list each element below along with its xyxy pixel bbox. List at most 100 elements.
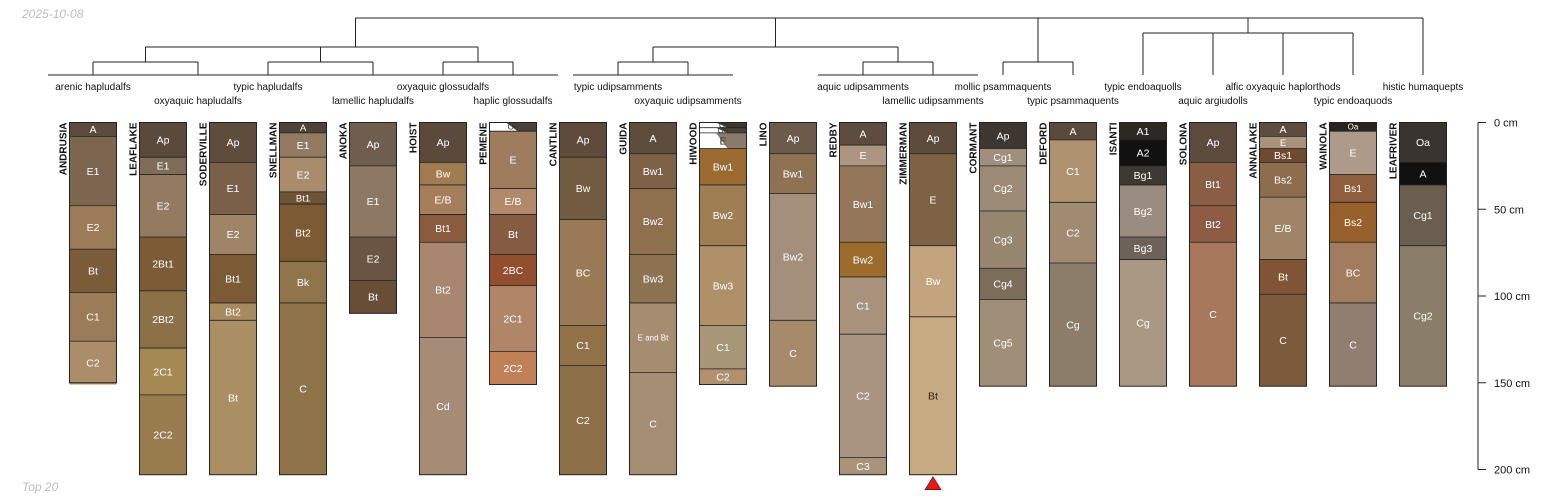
profile-cormant: Ap Cg1 Cg2 Cg3 Cg4 Cg5 CORMANT xyxy=(969,122,1027,387)
horizon-label: C3 xyxy=(856,461,870,473)
horizon: BC xyxy=(1329,241,1377,303)
profile-name: LINO xyxy=(759,122,770,146)
horizon-label: Bt2 xyxy=(435,285,451,297)
horizon-label: E1 xyxy=(87,166,100,178)
horizon: Cg xyxy=(1119,259,1167,387)
horizon: Ap xyxy=(349,122,397,166)
horizon-label: E xyxy=(1280,138,1286,149)
horizon-label: C xyxy=(649,418,657,430)
horizon-label: A xyxy=(859,129,866,141)
horizon-label: C1 xyxy=(86,312,100,324)
horizon-label: E/B xyxy=(435,194,452,206)
depth-tick-label: 200 cm xyxy=(1494,465,1530,477)
horizon-label: Bt1 xyxy=(225,273,241,285)
horizon: C2 xyxy=(699,368,747,385)
taxonomy-labels: arenic hapludalfs oxyaquic hapludalfs typi… xyxy=(55,82,1463,107)
horizon: Bw xyxy=(909,245,957,317)
horizon-label: Cg xyxy=(1066,319,1080,331)
horizon-label: A xyxy=(89,124,96,136)
horizon: Bw1 xyxy=(839,165,887,243)
horizon: Bw2 xyxy=(769,193,817,321)
horizon-label: C2 xyxy=(856,391,870,403)
horizon-label: C1 xyxy=(576,340,590,352)
horizon-label: Cg3 xyxy=(993,234,1012,246)
horizon-label: C xyxy=(299,384,307,396)
horizon-label: Ap xyxy=(1207,137,1220,149)
horizon-label: Cd xyxy=(436,401,450,413)
horizon-label: 2C2 xyxy=(503,363,522,375)
horizon: Bt1 xyxy=(1189,162,1237,206)
horizon: E1 xyxy=(139,156,187,175)
horizon: E xyxy=(489,130,537,189)
horizon: Bs2 xyxy=(1329,201,1377,243)
horizon-label: Bt2 xyxy=(225,306,241,318)
footer-label: Top 20 xyxy=(22,480,59,494)
taxon-label: typic psammaquents xyxy=(1027,96,1119,107)
horizon: C2 xyxy=(1049,201,1097,264)
profile-lino: Ap Bw1 Bw2 C LINO xyxy=(759,122,817,387)
horizon: A xyxy=(1399,162,1447,185)
horizon: E2 xyxy=(69,205,117,250)
horizon-label: C xyxy=(1349,339,1357,351)
horizon: C xyxy=(1329,302,1377,387)
profile-name: WAINOLA xyxy=(1319,123,1330,170)
horizon: E xyxy=(839,144,887,166)
horizon-label: 2C2 xyxy=(153,430,172,442)
profile-name: SODERVILLE xyxy=(199,122,210,186)
horizon: Oe xyxy=(489,122,537,132)
horizon: Cd xyxy=(419,337,467,475)
horizon-label: E1 xyxy=(297,140,310,152)
profile-name: ANNALAKE xyxy=(1249,122,1260,178)
horizon: Bt2 xyxy=(1189,205,1237,243)
horizon-label: Oi xyxy=(719,121,727,130)
horizon: Ap xyxy=(139,122,187,158)
profile-isanti: A1 A2 Bg1 Bg2 Bg3 Cg ISANTI xyxy=(1109,122,1167,387)
profile-snellman: A E1 E2 Bt1 Bt2 Bk C SNELLMAN xyxy=(269,122,327,476)
profile-name: REDBY xyxy=(829,122,840,157)
profile-zimmerman: Ap E Bw Bt ZIMMERMAN xyxy=(899,122,957,491)
taxon-label: aquic udipsamments xyxy=(817,82,909,93)
horizon: A2 xyxy=(1119,139,1167,166)
horizon-label: Ap xyxy=(437,137,450,149)
horizon: Cg2 xyxy=(1399,245,1447,387)
depth-tick-label: 0 cm xyxy=(1494,118,1518,130)
horizon: Bw3 xyxy=(699,245,747,326)
taxon-label: arenic hapludalfs xyxy=(55,82,131,93)
horizon: C xyxy=(279,302,327,475)
horizon: A xyxy=(279,122,327,134)
horizon: C2 xyxy=(559,364,607,475)
profile-cantlin: Ap Bw BC C1 C2 CANTLIN xyxy=(549,122,607,476)
horizon: 2C2 xyxy=(489,351,537,385)
horizon-label: A xyxy=(1279,124,1286,136)
horizon-label: Cg xyxy=(1136,318,1150,330)
truncation-marker xyxy=(924,476,942,491)
taxon-label: lamellic udipsamments xyxy=(882,96,983,107)
horizon-label: Oa xyxy=(1348,123,1359,132)
horizon: 2C2 xyxy=(139,394,187,475)
horizon: Ap xyxy=(209,122,257,163)
horizon-label: Bk xyxy=(297,277,310,289)
profile-name: HIWOOD xyxy=(689,123,700,165)
horizon: Bw1 xyxy=(769,153,817,194)
horizon: C xyxy=(1259,293,1307,387)
horizon-label: 2C1 xyxy=(503,313,522,325)
horizon-label: Bt xyxy=(228,392,238,404)
profile-name: CANTLIN xyxy=(549,123,560,167)
horizon-label: C xyxy=(789,348,797,360)
horizon-label: E1 xyxy=(157,161,170,173)
horizon: Bt xyxy=(69,248,117,293)
horizon-label: Bs1 xyxy=(1274,150,1292,162)
horizon: Cg5 xyxy=(979,299,1027,387)
depth-axis: 0 cm 50 cm 100 cm 150 cm 200 cm xyxy=(1477,118,1530,477)
taxon-label: typic hapludalfs xyxy=(234,82,303,93)
horizon: 2C1 xyxy=(139,347,187,395)
horizon: Cg3 xyxy=(979,210,1027,269)
profile-name: CORMANT xyxy=(969,123,980,174)
profile-name: SNELLMAN xyxy=(269,123,280,179)
profile-hoist: Ap Bw E/B Bt1 Bt2 Cd HOIST xyxy=(409,122,467,476)
taxon-label: typic udipsamments xyxy=(574,82,662,93)
horizon: A1 xyxy=(1119,122,1167,140)
horizon-label: BC xyxy=(576,267,591,279)
horizon-label: C1 xyxy=(856,300,870,312)
horizon: Bt1 xyxy=(279,191,327,204)
